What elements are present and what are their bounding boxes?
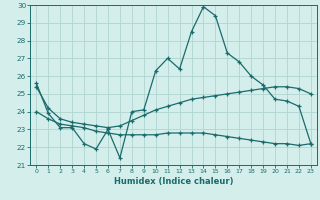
X-axis label: Humidex (Indice chaleur): Humidex (Indice chaleur) — [114, 177, 233, 186]
